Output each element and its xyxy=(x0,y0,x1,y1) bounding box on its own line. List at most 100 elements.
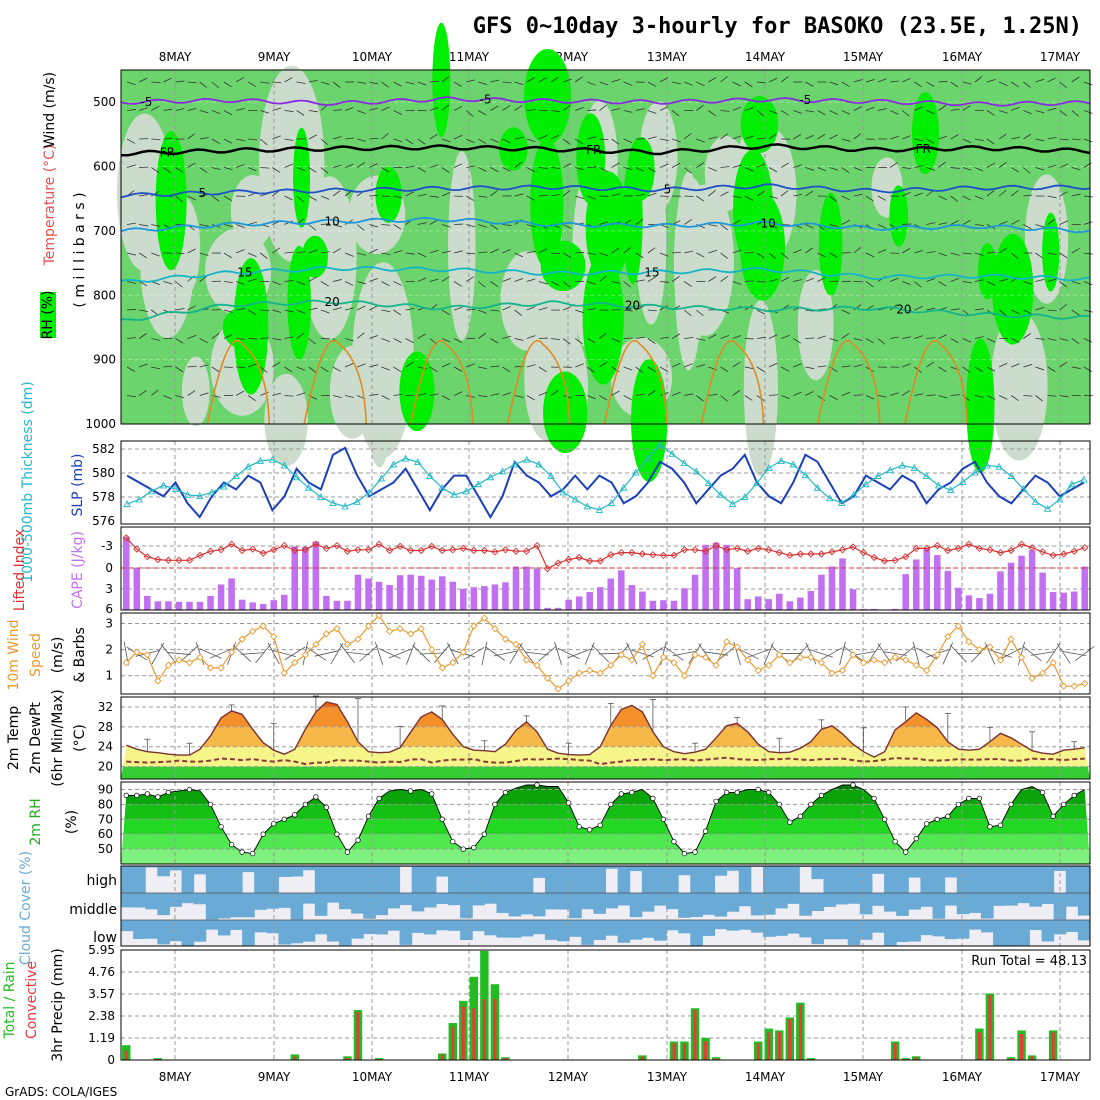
precip-convective-bar xyxy=(1020,1034,1024,1060)
rh-marker xyxy=(260,831,266,837)
wind-speed-marker xyxy=(291,659,299,667)
wind-barb-10m xyxy=(374,641,384,666)
cloud-cell xyxy=(254,893,267,910)
wind-speed-marker xyxy=(227,648,236,656)
wind-barb xyxy=(514,277,524,282)
wind-barb xyxy=(187,390,196,396)
li-marker xyxy=(996,548,1005,557)
wind-barb xyxy=(284,110,294,112)
wind-barb xyxy=(998,133,1007,140)
wind-10m-panel: 321 xyxy=(105,611,1095,695)
wind-barb xyxy=(1083,338,1093,343)
cloud-cell xyxy=(871,920,885,933)
wind-barb xyxy=(550,194,560,197)
cloud-cell xyxy=(133,920,146,939)
wind-barb xyxy=(211,138,220,144)
wind-barb xyxy=(1035,224,1045,228)
precip-tick: 3.57 xyxy=(88,987,115,1001)
cape-bar xyxy=(217,584,225,610)
rh-marker xyxy=(239,849,245,855)
wind-barb xyxy=(756,190,765,197)
pressure-tick: 900 xyxy=(93,353,116,367)
wind-barb xyxy=(599,104,607,111)
cloud-cell xyxy=(266,893,279,909)
cloud-cell xyxy=(569,893,582,919)
wind-barb xyxy=(998,190,1007,197)
wind-barb xyxy=(562,252,572,258)
wind-barb xyxy=(478,167,487,172)
wind-barb xyxy=(393,224,402,230)
wind-barb xyxy=(441,76,450,83)
wind-barb xyxy=(756,252,765,259)
li-tick: 6 xyxy=(105,602,113,616)
temp-tick: 28 xyxy=(98,720,113,734)
temp-band xyxy=(121,746,1090,767)
wind-barb xyxy=(623,167,633,170)
thickness-marker xyxy=(728,500,737,508)
wind-barb xyxy=(417,366,427,370)
cape-bar xyxy=(944,570,952,610)
li-marker xyxy=(185,556,194,564)
high-rh-region xyxy=(399,351,435,432)
pressure-tick: 600 xyxy=(93,160,116,174)
wind-barb xyxy=(235,76,244,83)
wind-barb xyxy=(708,190,716,197)
wind-barb xyxy=(587,109,597,111)
wind-barb xyxy=(829,195,837,202)
cloud-cell xyxy=(544,893,558,910)
rh-marker xyxy=(218,824,224,830)
wind-barb xyxy=(1059,252,1068,259)
cloud-cell xyxy=(871,893,885,906)
cloud-cell xyxy=(811,920,825,945)
wind-barb xyxy=(211,195,220,202)
wind-barb xyxy=(562,281,571,288)
wind-speed-marker xyxy=(249,627,257,635)
cape-bar xyxy=(976,598,983,610)
wind-barb xyxy=(829,224,839,227)
wind-barb xyxy=(902,281,911,285)
wind-barb xyxy=(223,281,233,283)
rh-marker xyxy=(808,801,814,808)
wind-barb xyxy=(756,163,766,168)
wind-barb xyxy=(151,224,161,227)
wind-barb xyxy=(902,167,912,170)
wind-barb xyxy=(308,134,317,140)
wind-barb xyxy=(659,77,669,83)
cape-bar xyxy=(733,568,741,610)
wind-barb xyxy=(441,138,451,143)
precip-convective-bar xyxy=(640,1056,644,1060)
precip-tick: 5.95 xyxy=(88,943,115,957)
wind-barb xyxy=(805,277,814,282)
cape-bar xyxy=(828,566,836,610)
wind-speed-marker xyxy=(564,677,573,685)
wind-speed-marker xyxy=(596,669,604,677)
wind-barb xyxy=(478,332,486,339)
wind-barb xyxy=(938,395,948,399)
wind-barb xyxy=(453,163,463,168)
wind-barb xyxy=(877,195,887,201)
wind-barb xyxy=(490,138,499,143)
cloud-cell xyxy=(484,893,497,904)
wind-barb xyxy=(938,366,947,372)
wind-barb xyxy=(780,276,790,282)
precip-tick: 1.19 xyxy=(88,1031,115,1045)
thickness-marker xyxy=(450,490,458,498)
wind-barb xyxy=(671,138,681,143)
wind-barb xyxy=(478,281,486,288)
li-marker xyxy=(133,545,141,553)
cape-frame xyxy=(120,526,1091,611)
wind-barb xyxy=(950,394,960,396)
wind-barb xyxy=(514,161,523,168)
cloud-cell xyxy=(290,893,304,920)
wind-barb xyxy=(490,190,498,197)
wind-barb xyxy=(974,224,984,226)
wind-barb xyxy=(139,309,149,312)
cloud-cell xyxy=(387,893,401,909)
temp-tick: 32 xyxy=(98,700,113,714)
cloud-cell xyxy=(932,920,946,937)
bottom-date-label: 11MAY xyxy=(449,1070,490,1084)
wind-barb xyxy=(647,338,656,344)
precip-convective-bar xyxy=(482,998,486,1060)
wind-barb xyxy=(429,249,439,254)
wind-barb xyxy=(1023,167,1031,174)
